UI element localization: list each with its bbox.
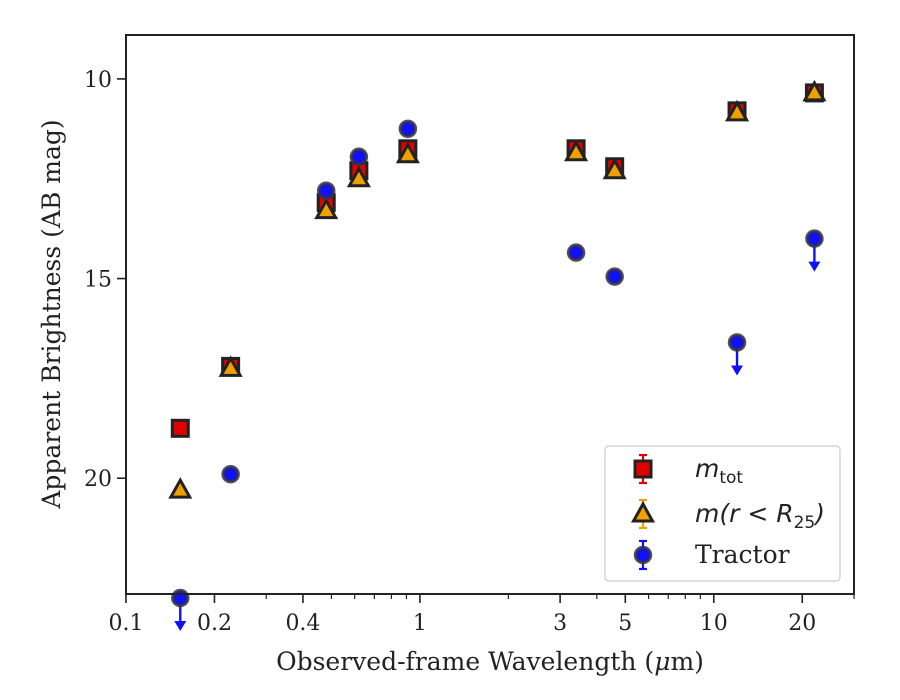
- data-point: [349, 147, 369, 167]
- data-point: [398, 119, 418, 139]
- series-circle: [171, 119, 824, 631]
- data-point: [395, 141, 420, 164]
- data-point: [314, 197, 339, 220]
- legend: mtot m(r < R25) Tractor: [604, 445, 841, 582]
- x-axis-label: Observed-frame Wavelength (μm): [276, 647, 704, 676]
- data-point: [171, 588, 190, 608]
- legend-label-m-r25: m(r < R25): [695, 499, 825, 533]
- legend-marker-circle: [633, 545, 653, 565]
- series-triangle: [168, 79, 827, 499]
- upper-limit-arrowhead: [731, 365, 744, 376]
- x-tick-label: 0.2: [197, 611, 232, 636]
- data-point: [316, 181, 336, 200]
- legend-label-mtot: mtot: [695, 454, 743, 488]
- data-point: [602, 157, 627, 180]
- x-tick-label: 0.4: [285, 611, 320, 636]
- y-tick-label: 15: [84, 268, 112, 293]
- y-axis-label: Apparent Brightness (AB mag): [37, 119, 66, 509]
- data-point: [564, 139, 589, 162]
- data-point: [168, 477, 193, 499]
- data-point: [218, 355, 243, 377]
- y-tick-label: 10: [84, 68, 112, 93]
- data-point: [805, 229, 824, 248]
- legend-markers: [630, 453, 656, 571]
- x-tick-label: 1: [413, 611, 427, 636]
- data-point: [727, 333, 747, 352]
- x-tick-label: 20: [788, 611, 816, 636]
- y-tick-label: 20: [84, 467, 112, 492]
- upper-limit-arrowhead: [174, 620, 187, 631]
- x-tick-label: 0.1: [109, 611, 144, 636]
- legend-marker-square: [633, 459, 653, 479]
- plot-frame: [125, 34, 855, 595]
- x-tick-label: 10: [700, 611, 728, 636]
- data-point: [605, 267, 624, 286]
- legend-label-tractor: Tractor: [695, 540, 790, 569]
- upper-limit-arrowhead: [808, 261, 821, 272]
- data-point: [170, 418, 190, 438]
- plot-area: [168, 79, 827, 631]
- legend-marker-triangle: [630, 500, 656, 523]
- x-tick-label: 3: [553, 611, 567, 636]
- data-point: [566, 243, 586, 262]
- legend-box: [604, 445, 841, 582]
- data-point: [346, 165, 371, 188]
- data-point: [724, 99, 750, 122]
- data-point: [802, 79, 827, 102]
- x-tick-label: 5: [618, 611, 632, 636]
- data-point: [221, 464, 240, 484]
- axis-ticks: 0.1 0.2 0.4 1 3 5 10 20 10 15 20: [84, 68, 855, 636]
